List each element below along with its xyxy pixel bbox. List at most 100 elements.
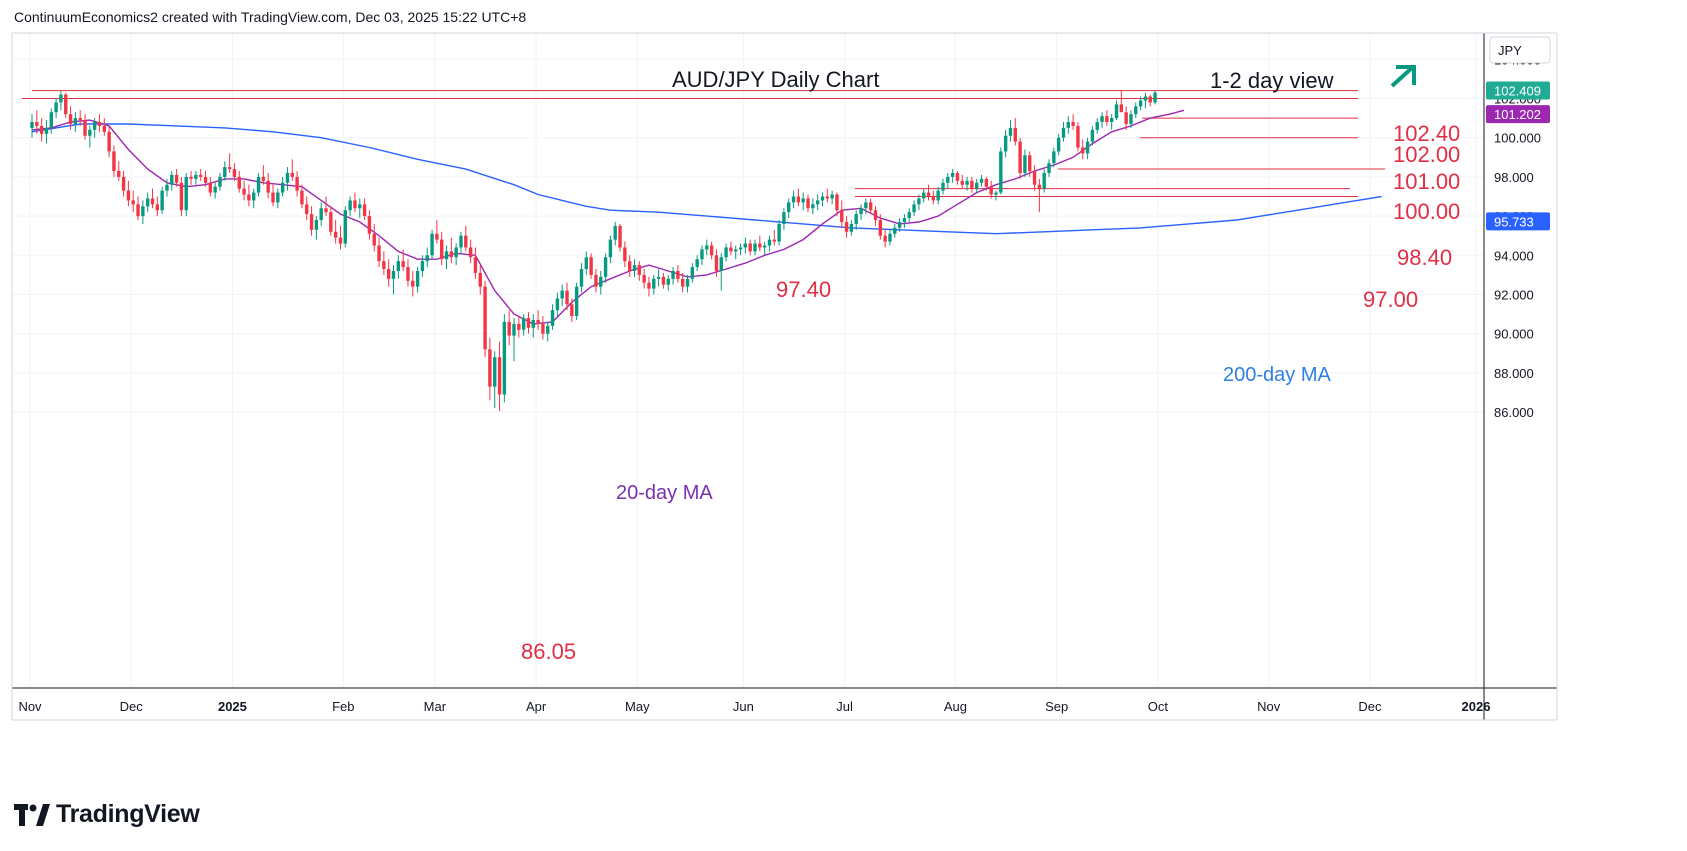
candle bbox=[165, 178, 169, 197]
candle-body bbox=[676, 270, 680, 279]
x-tick-label: May bbox=[625, 699, 650, 714]
candle bbox=[830, 190, 834, 205]
candle-body bbox=[92, 122, 97, 130]
candle-body bbox=[117, 171, 121, 177]
candle bbox=[266, 172, 270, 199]
candle-body bbox=[78, 118, 82, 121]
price-badge: 102.409 bbox=[1486, 81, 1550, 100]
candle-body bbox=[830, 194, 834, 199]
candle-body bbox=[926, 192, 931, 197]
candle bbox=[642, 269, 646, 289]
candle-body bbox=[1066, 122, 1070, 128]
candle-body bbox=[724, 247, 728, 258]
candle bbox=[579, 263, 584, 293]
candle bbox=[849, 220, 854, 236]
candle bbox=[748, 239, 752, 256]
candle bbox=[333, 220, 338, 244]
candle-body bbox=[473, 257, 478, 273]
x-tick-label: Mar bbox=[424, 699, 447, 714]
candle-body bbox=[1037, 184, 1042, 189]
candle bbox=[256, 172, 261, 197]
candle bbox=[343, 206, 347, 248]
price-badge-label: 101.202 bbox=[1494, 107, 1541, 122]
candle-body bbox=[512, 323, 516, 336]
candle bbox=[237, 171, 241, 193]
candle-body bbox=[709, 245, 714, 256]
candle bbox=[425, 247, 429, 268]
candle-body bbox=[989, 186, 993, 195]
candle bbox=[815, 194, 820, 211]
candle bbox=[184, 172, 188, 217]
currency-label: JPY bbox=[1498, 43, 1522, 58]
candle-body bbox=[314, 220, 319, 230]
candle bbox=[541, 316, 545, 340]
candle bbox=[835, 192, 839, 217]
candle-body bbox=[213, 186, 217, 193]
candle bbox=[560, 284, 564, 307]
candle-body bbox=[478, 272, 482, 287]
candle bbox=[488, 337, 492, 401]
candle bbox=[854, 210, 858, 230]
candle-body bbox=[150, 198, 155, 205]
arrow-head bbox=[1396, 65, 1416, 85]
candle-body bbox=[165, 184, 169, 191]
candle bbox=[907, 208, 911, 222]
level-label: 101.00 bbox=[1393, 169, 1460, 194]
candle bbox=[401, 249, 405, 271]
x-tick-label: Aug bbox=[944, 699, 967, 714]
candle-body bbox=[305, 204, 309, 215]
candle-body bbox=[189, 176, 193, 179]
candle bbox=[1023, 149, 1027, 177]
candle bbox=[454, 243, 458, 266]
candle bbox=[117, 161, 121, 181]
candle-body bbox=[290, 172, 294, 177]
candle-body bbox=[252, 192, 256, 201]
candle-body bbox=[160, 190, 164, 211]
candle-body bbox=[386, 269, 391, 279]
candle bbox=[767, 235, 772, 252]
candle bbox=[955, 171, 960, 185]
candlestick-series bbox=[30, 90, 1157, 412]
candle bbox=[984, 176, 989, 191]
candle bbox=[415, 267, 420, 293]
candle-body bbox=[883, 235, 887, 242]
candle-body bbox=[965, 180, 969, 185]
candle-body bbox=[642, 274, 646, 283]
y-tick-label: 92.000 bbox=[1494, 288, 1534, 303]
candle bbox=[1076, 122, 1080, 152]
candle-body bbox=[999, 151, 1003, 193]
candle bbox=[1143, 92, 1148, 109]
candle-body bbox=[102, 125, 106, 132]
candle-body bbox=[247, 194, 251, 201]
candle-body bbox=[613, 225, 617, 240]
ma200-layer bbox=[31, 123, 1382, 235]
candle bbox=[497, 341, 502, 412]
candle bbox=[478, 265, 482, 295]
candle bbox=[372, 223, 376, 252]
candle bbox=[362, 198, 367, 221]
candle bbox=[199, 169, 203, 181]
candle bbox=[521, 314, 526, 336]
candle-body bbox=[377, 245, 381, 262]
candle-body bbox=[406, 267, 410, 281]
candle bbox=[685, 274, 690, 293]
candle-body bbox=[73, 118, 78, 124]
candle-body bbox=[931, 196, 936, 201]
y-tick-label: 100.000 bbox=[1494, 131, 1541, 146]
candle bbox=[690, 263, 695, 283]
candle bbox=[348, 196, 352, 217]
candle-body bbox=[599, 276, 603, 287]
candle-body bbox=[141, 206, 145, 217]
candle-body bbox=[936, 190, 940, 201]
y-tick-label: 98.000 bbox=[1494, 170, 1534, 185]
candle-body bbox=[242, 188, 246, 195]
candle-body bbox=[801, 198, 805, 203]
candle-body bbox=[782, 212, 786, 224]
candle-body bbox=[1052, 151, 1056, 164]
candle-body bbox=[502, 321, 507, 395]
tradingview-logo[interactable]: TradingView bbox=[14, 800, 200, 829]
candle-body bbox=[309, 214, 314, 230]
candle-body bbox=[738, 247, 743, 250]
candle bbox=[681, 272, 685, 293]
